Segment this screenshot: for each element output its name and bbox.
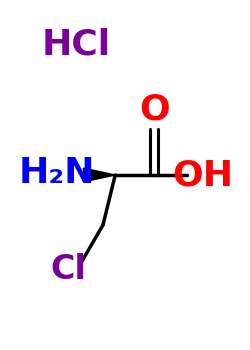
Text: OH: OH: [173, 158, 234, 192]
Text: H₂N: H₂N: [18, 156, 95, 190]
Text: Cl: Cl: [51, 253, 87, 286]
Text: HCl: HCl: [42, 27, 111, 61]
Polygon shape: [84, 168, 115, 182]
Text: O: O: [139, 92, 170, 127]
